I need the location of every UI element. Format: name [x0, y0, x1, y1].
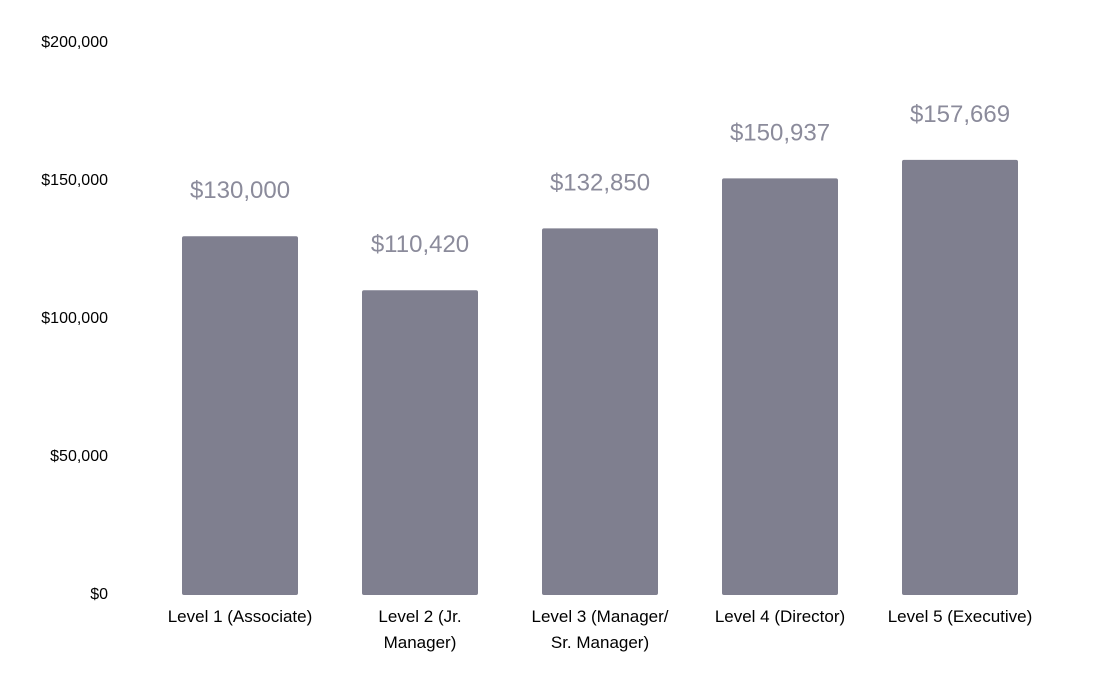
- bar: [722, 178, 838, 595]
- y-tick-label: $150,000: [41, 172, 108, 189]
- value-label: $110,420: [371, 231, 469, 258]
- y-tick-label: $100,000: [41, 310, 108, 327]
- x-tick-label: Level 4 (Director): [715, 607, 845, 626]
- x-tick-label: Level 3 (Manager/Sr. Manager): [531, 607, 668, 652]
- value-label: $157,669: [910, 101, 1010, 128]
- y-tick-label: $50,000: [50, 448, 108, 465]
- value-label: $150,937: [730, 119, 830, 146]
- y-tick-label: $0: [90, 586, 108, 603]
- value-label: $130,000: [190, 177, 290, 204]
- value-label: $132,850: [550, 169, 650, 196]
- bar: [362, 290, 478, 595]
- bar: [902, 159, 1018, 595]
- bar: [542, 228, 658, 596]
- y-tick-label: $200,000: [41, 34, 108, 51]
- bar: [182, 236, 298, 595]
- x-tick-label: Level 5 (Executive): [888, 607, 1033, 626]
- x-tick-label: Level 2 (Jr. Manager): [378, 607, 461, 652]
- x-tick-label: Level 1 (Associate): [168, 607, 313, 626]
